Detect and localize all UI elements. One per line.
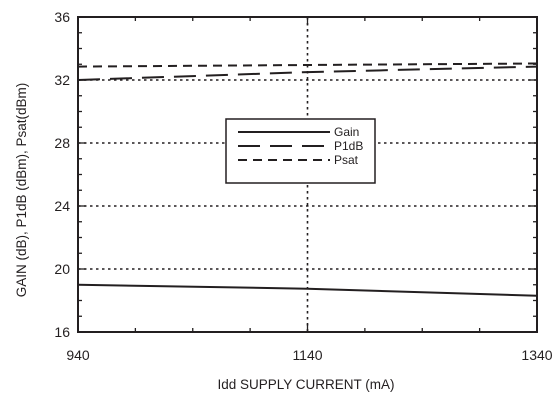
axis-ticks xyxy=(77,16,538,333)
y-tick-label: 20 xyxy=(54,261,70,277)
x-axis-title: Idd SUPPLY CURRENT (mA) xyxy=(217,377,394,392)
x-tick-label: 1340 xyxy=(521,347,552,363)
legend-label-psat: Psat xyxy=(334,153,359,167)
legend-label-p1db: P1dB xyxy=(334,139,363,153)
legend-box xyxy=(225,118,376,184)
y-tick-label: 36 xyxy=(54,9,70,25)
series-line-p1db xyxy=(77,65,538,81)
tick-labels: 16 20 24 28 32 36 940 1140 1340 xyxy=(54,9,552,363)
legend-label-gain: Gain xyxy=(334,125,359,139)
x-tick-label: 940 xyxy=(66,347,90,363)
y-tick-label: 32 xyxy=(54,72,70,88)
x-tick-label: 1140 xyxy=(292,347,322,363)
series-group xyxy=(77,62,538,297)
series-line-gain xyxy=(77,283,538,297)
y-tick-label: 24 xyxy=(54,198,70,214)
y-axis-title: GAIN (dB), P1dB (dBm), Psat(dBm) xyxy=(14,83,29,298)
series-line-psat xyxy=(77,62,538,68)
y-tick-label: 16 xyxy=(54,324,70,340)
y-tick-label: 28 xyxy=(54,135,70,151)
